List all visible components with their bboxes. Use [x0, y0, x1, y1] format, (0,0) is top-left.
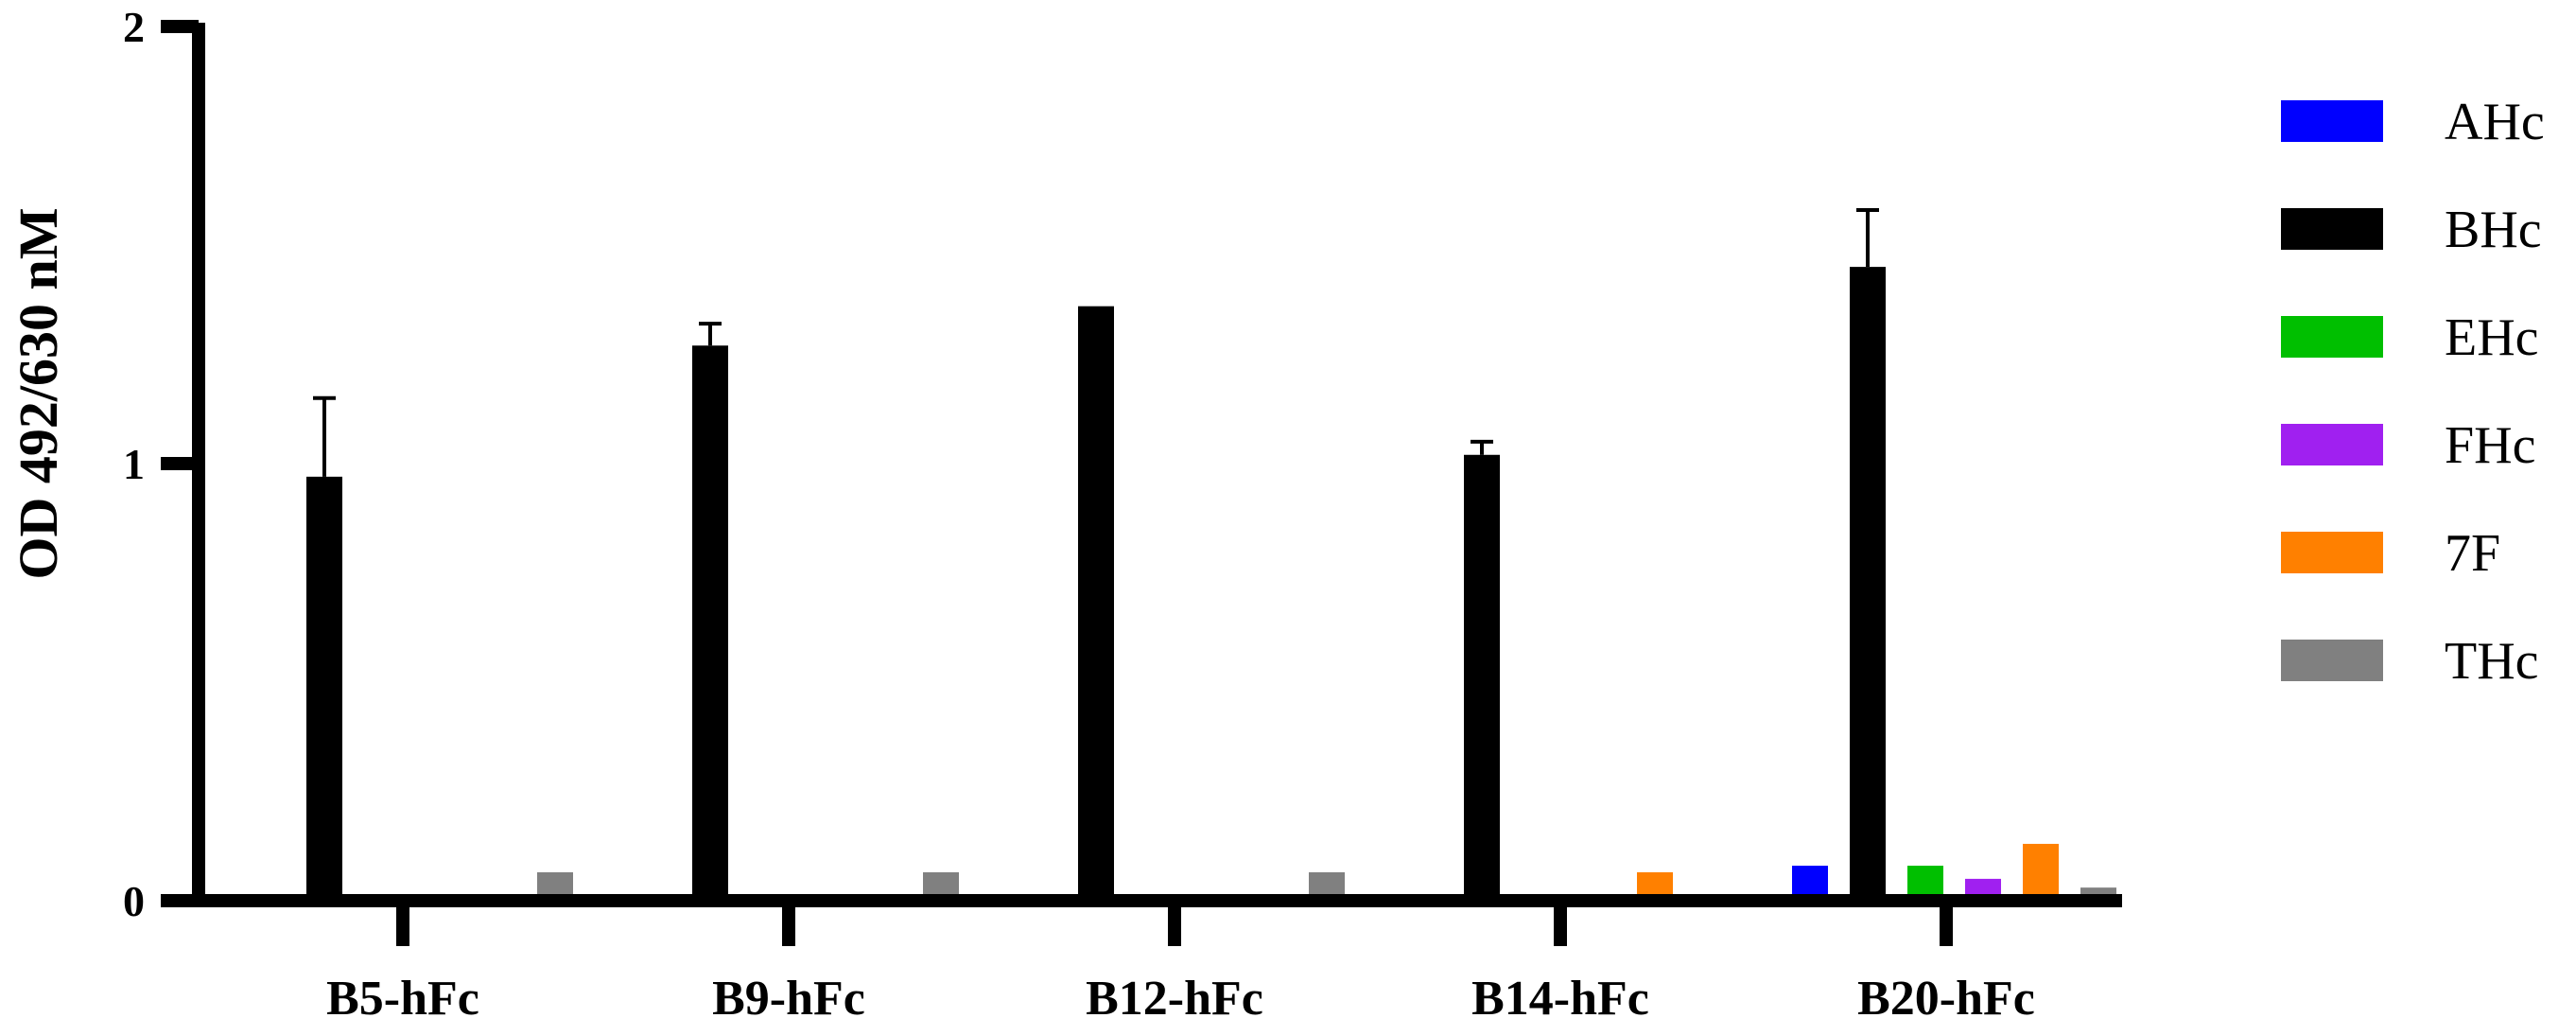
bar: [692, 345, 728, 901]
bar: [2023, 843, 2059, 901]
x-tick-label: B12-hFc: [1086, 972, 1263, 1018]
x-tick-label: B9-hFc: [712, 972, 865, 1018]
y-tick-label: 1: [123, 440, 145, 488]
bar: [306, 476, 342, 901]
legend-label: BHc: [2445, 201, 2542, 259]
y-tick-label: 2: [123, 3, 145, 51]
legend-label: FHc: [2445, 416, 2535, 475]
legend-label: THc: [2445, 632, 2539, 691]
bar: [1850, 267, 1886, 902]
bar: [1464, 454, 1500, 901]
legend-label: AHc: [2445, 93, 2545, 151]
x-tick-label: B5-hFc: [326, 972, 479, 1018]
legend: AHc BHc EHc FHc 7F THc: [2281, 93, 2545, 691]
y-tick-label: 0: [123, 877, 145, 925]
x-tick-label: B14-hFc: [1471, 972, 1649, 1018]
x-tick-label: B20-hFc: [1857, 972, 2035, 1018]
bar: [1078, 306, 1114, 901]
legend-swatch: [2281, 640, 2383, 681]
legend-swatch: [2281, 316, 2383, 358]
legend-swatch: [2281, 100, 2383, 142]
y-axis-title: OD 492/630 nM: [8, 207, 69, 579]
labels-layer: B5-hFc B9-hFc B12-hFc B14-hFc B20-hFc 0 1 2: [123, 3, 2035, 1018]
legend-swatch: [2281, 424, 2383, 465]
legend-swatch: [2281, 532, 2383, 573]
axes-layer: [161, 20, 2122, 946]
legend-label: 7F: [2445, 524, 2500, 583]
bars-layer: [249, 208, 2116, 902]
legend-swatch: [2281, 208, 2383, 250]
legend-label: EHc: [2445, 308, 2539, 367]
